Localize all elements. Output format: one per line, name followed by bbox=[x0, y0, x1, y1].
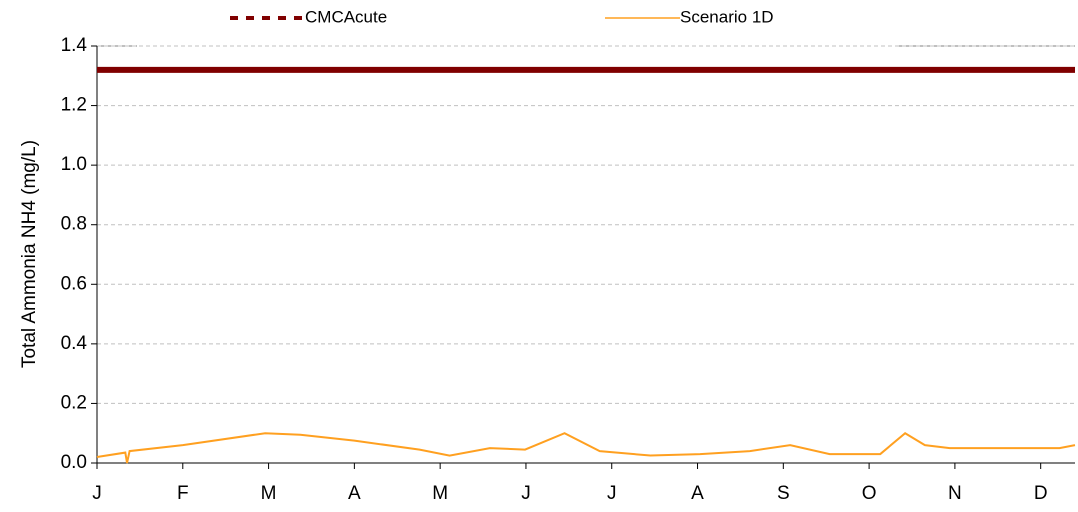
y-tick-label: 0.6 bbox=[61, 273, 87, 294]
x-tick-label: J bbox=[521, 483, 531, 504]
y-tick-label: 1.4 bbox=[61, 35, 88, 56]
y-tick-label: 0.2 bbox=[61, 392, 87, 413]
x-tick-label: A bbox=[691, 483, 704, 504]
legend-label: Scenario 1D bbox=[680, 7, 774, 26]
y-tick-label: 1.2 bbox=[61, 95, 87, 116]
x-tick-label: N bbox=[948, 483, 962, 504]
y-tick-label: 1.0 bbox=[61, 154, 87, 175]
x-tick-label: A bbox=[348, 483, 361, 504]
x-tick-label: S bbox=[777, 483, 790, 504]
x-tick-label: M bbox=[432, 483, 448, 504]
y-tick-label: 0.8 bbox=[61, 214, 87, 235]
x-tick-label: J bbox=[607, 483, 617, 504]
x-tick-label: J bbox=[92, 483, 102, 504]
x-tick-label: O bbox=[862, 483, 877, 504]
series-line bbox=[96, 431, 1076, 464]
x-tick-label: M bbox=[261, 483, 277, 504]
x-tick-label: D bbox=[1034, 483, 1048, 504]
legend: CMCAcute Scenario 1D bbox=[230, 7, 774, 26]
y-axis-label: Total Ammonia NH4 (mg/L) bbox=[19, 140, 40, 368]
y-tick-label: 0.4 bbox=[61, 333, 88, 354]
legend-label: CMCAcute bbox=[305, 7, 387, 26]
x-tick-label: F bbox=[177, 483, 189, 504]
y-tick-label: 0.0 bbox=[61, 452, 87, 473]
